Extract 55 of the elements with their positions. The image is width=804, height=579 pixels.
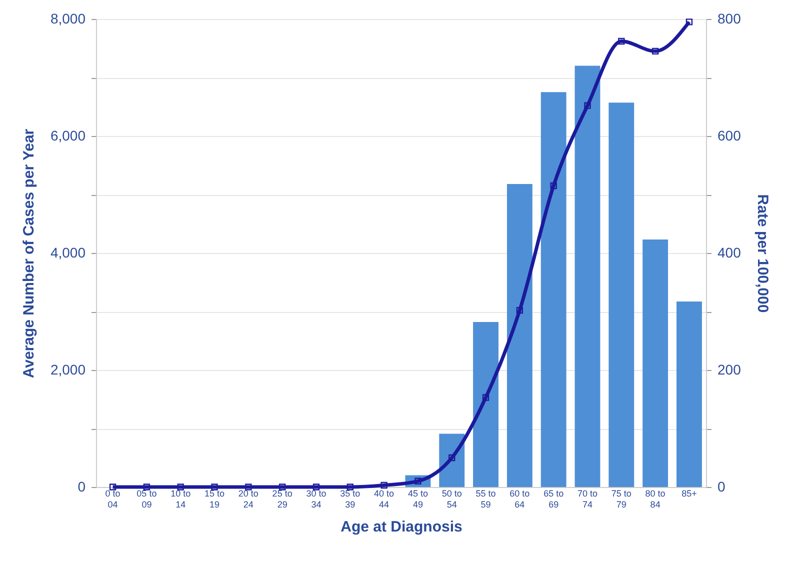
point <box>245 484 252 490</box>
point <box>177 484 184 490</box>
point <box>652 48 659 55</box>
y2-tick-label: 200 <box>718 362 742 378</box>
point <box>312 484 320 490</box>
x-tick-label: 70 to 74 <box>577 488 598 510</box>
point <box>448 454 456 462</box>
point <box>109 484 116 490</box>
x-tick-label: 60 to 64 <box>510 488 530 510</box>
bar <box>642 240 668 487</box>
point <box>380 482 388 489</box>
point <box>516 306 524 314</box>
x-tick-label: 10 to 14 <box>170 488 191 510</box>
point <box>143 484 150 490</box>
y-axis-title: Average Number of Cases per Year <box>20 128 38 378</box>
point <box>550 182 557 190</box>
x-tick-label: 85+ <box>682 488 697 498</box>
bar <box>506 184 532 487</box>
y2-tick-label: 400 <box>718 244 742 260</box>
point <box>482 394 490 401</box>
point <box>211 484 218 490</box>
y2-tick-label: 0 <box>718 478 726 494</box>
point <box>278 484 286 490</box>
y2-tick-label: 600 <box>718 128 742 144</box>
point <box>686 18 693 26</box>
point <box>346 484 354 490</box>
bar <box>574 66 600 487</box>
y-tick-label: 0 <box>78 478 86 494</box>
x-tick-label: 50 to 54 <box>442 488 462 510</box>
x-tick-label: 40 to 44 <box>374 488 394 510</box>
y-tick-label: 4,000 <box>50 244 86 260</box>
x-tick-label: 0 to 04 <box>105 488 120 510</box>
y-tick-label: 8,000 <box>50 10 86 26</box>
x-tick-label: 55 to 59 <box>476 488 496 510</box>
x-tick-label: 05 to 09 <box>136 488 157 510</box>
x-tick-label: 45 to 49 <box>408 488 428 510</box>
bar <box>473 322 498 487</box>
x-tick-label: 80 to 84 <box>645 488 666 510</box>
bar <box>676 302 702 487</box>
x-tick-label: 35 to 39 <box>340 488 360 510</box>
bar <box>608 102 634 487</box>
x-tick-label: 25 to 29 <box>272 488 292 510</box>
x-tick-label: 15 to 19 <box>204 488 225 510</box>
x-axis-title: Age at Diagnosis <box>340 518 462 536</box>
x-tick-label: 30 to 34 <box>306 488 326 510</box>
point <box>584 102 591 109</box>
y2-axis-title: Rate per 100,000 <box>754 194 771 313</box>
y2-tick-label: 800 <box>718 10 742 26</box>
x-tick-label: 75 to 79 <box>611 488 632 510</box>
x-tick-label: 20 to 24 <box>238 488 258 510</box>
bar <box>540 92 566 487</box>
y-tick-label: 6,000 <box>50 128 86 144</box>
y-tick-label: 2,000 <box>50 362 86 378</box>
x-tick-label: 65 to 69 <box>544 488 564 510</box>
point <box>618 38 625 45</box>
